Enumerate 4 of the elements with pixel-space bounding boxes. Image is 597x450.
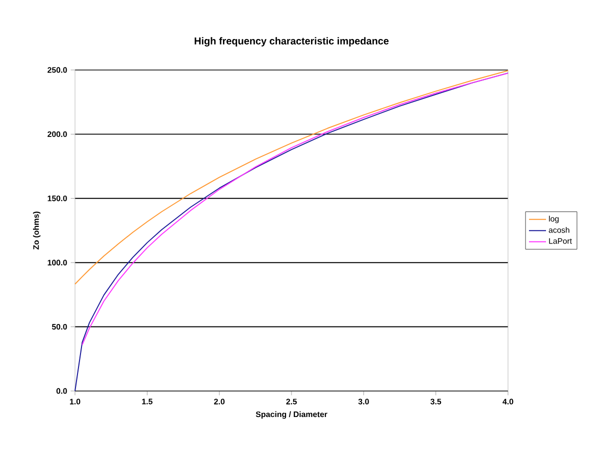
chart-title: High frequency characteristic impedance: [194, 37, 389, 46]
line-series: [74, 72, 509, 392]
line-series: [74, 70, 509, 285]
line-series: [82, 72, 509, 346]
